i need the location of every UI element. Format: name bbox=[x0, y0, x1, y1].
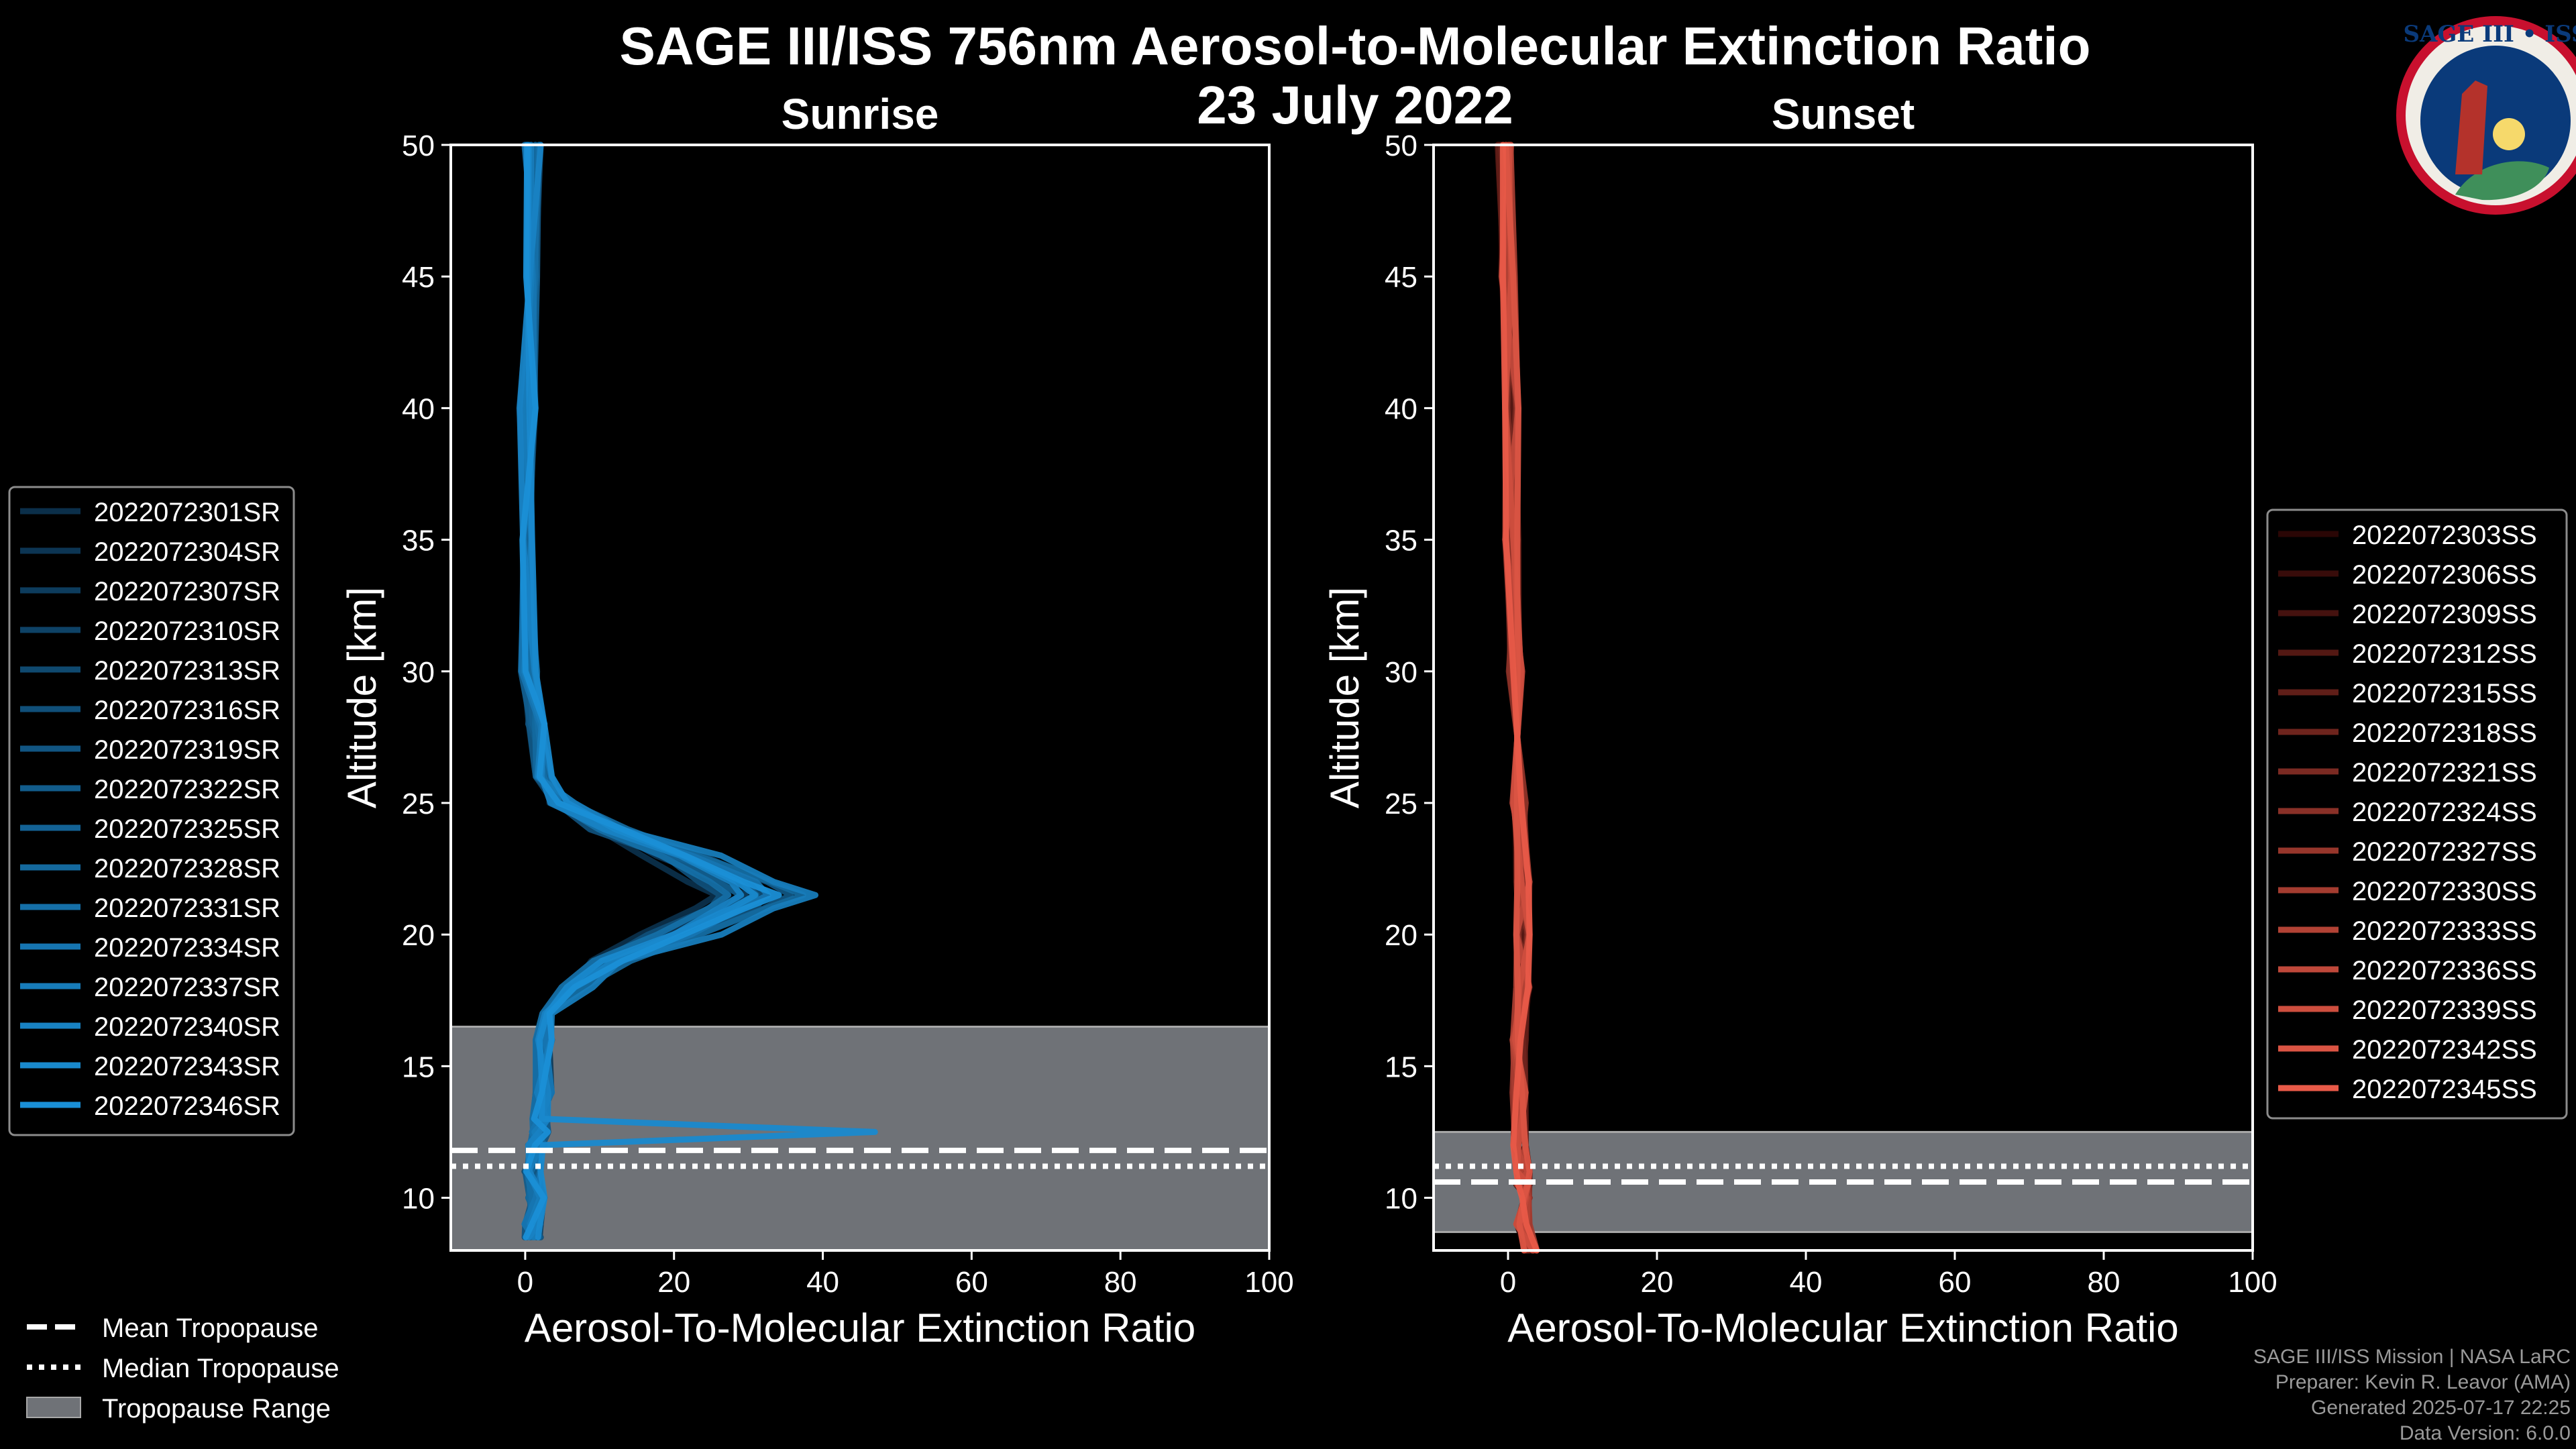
sunrise-ytick-label: 40 bbox=[402, 392, 435, 425]
sunset-xtick-label: 40 bbox=[1790, 1266, 1823, 1299]
sunrise-xtick-label: 100 bbox=[1244, 1266, 1293, 1299]
sunrise-legend-label: 2022072328SR bbox=[94, 854, 280, 883]
sunrise-legend: 2022072301SR 2022072304SR 2022072307SR 2022… bbox=[8, 486, 295, 1136]
sunrise-legend-label: 2022072331SR bbox=[94, 894, 280, 923]
sunset-legend-label: 2022072339SS bbox=[2352, 996, 2537, 1025]
sunset-legend-label: 2022072309SS bbox=[2352, 600, 2537, 629]
sunrise-ytick-label: 30 bbox=[402, 656, 435, 689]
sunrise-xtick-label: 0 bbox=[517, 1266, 533, 1299]
sunrise-xtick-label: 60 bbox=[955, 1266, 988, 1299]
main-title: SAGE III/ISS 756nm Aerosol-to-Molecular … bbox=[620, 16, 2091, 76]
logo-earth bbox=[2455, 161, 2549, 201]
sunrise-legend-label: 2022072346SR bbox=[94, 1091, 280, 1121]
sunset-ytick-label: 45 bbox=[1385, 261, 1417, 294]
sunset-frame bbox=[1432, 144, 2254, 1252]
sunrise-legend-box bbox=[8, 486, 295, 1136]
sunset-xtick-label: 0 bbox=[1500, 1266, 1516, 1299]
logo-figure bbox=[2455, 80, 2487, 174]
sunrise-legend-label: 2022072310SR bbox=[94, 616, 280, 646]
sunrise-series-2022072346SR bbox=[519, 142, 782, 1240]
sunrise-title: Sunrise bbox=[782, 90, 939, 138]
sunset-panel: Sunset 10 15 20 25 30 35 40 45 50 0 20 40 60 80 100 Aero… bbox=[1322, 90, 2568, 1350]
legend-range-label: Tropopause Range bbox=[102, 1394, 331, 1424]
sunset-plot-area bbox=[1434, 145, 2253, 1250]
sunset-ytick-label: 10 bbox=[1385, 1183, 1417, 1216]
sunrise-xtick-label: 80 bbox=[1104, 1266, 1137, 1299]
logo-sun bbox=[2493, 118, 2525, 150]
sunrise-legend-label: 2022072316SR bbox=[94, 696, 280, 725]
sunrise-legend-label: 2022072343SR bbox=[94, 1052, 280, 1081]
sunset-legend-label: 2022072330SS bbox=[2352, 877, 2537, 906]
sunrise-xtick-label: 20 bbox=[657, 1266, 690, 1299]
sunset-legend-label: 2022072312SS bbox=[2352, 639, 2537, 669]
tropopause-legend: Mean Tropopause Median Tropopause Tropopau… bbox=[26, 1313, 339, 1424]
sunset-ylabel: Altitude [km] bbox=[1322, 587, 1367, 808]
sunrise-legend-label: 2022072322SR bbox=[94, 775, 280, 804]
sunset-legend-label: 2022072324SS bbox=[2352, 798, 2537, 827]
sunrise-ylabel: Altitude [km] bbox=[339, 587, 384, 808]
sunset-series-2022072342SS bbox=[1503, 142, 1533, 1254]
sunset-legend-label: 2022072318SS bbox=[2352, 718, 2537, 748]
sunset-ytick-label: 40 bbox=[1385, 392, 1417, 425]
legend-range-swatch bbox=[26, 1397, 81, 1418]
sunset-ytick-label: 20 bbox=[1385, 919, 1417, 952]
sunrise-tropopause-range bbox=[449, 1025, 1271, 1252]
sunrise-xlabel: Aerosol-To-Molecular Extinction Ratio bbox=[525, 1305, 1195, 1350]
sunrise-series-2022072343SR bbox=[525, 142, 878, 1240]
sunset-legend-label: 2022072327SS bbox=[2352, 837, 2537, 867]
sunrise-legend-label: 2022072337SR bbox=[94, 973, 280, 1002]
sunrise-xtick-label: 40 bbox=[806, 1266, 839, 1299]
legend-median-label: Median Tropopause bbox=[102, 1354, 339, 1383]
sunset-legend-label: 2022072342SS bbox=[2352, 1035, 2537, 1065]
sunset-xtick-label: 20 bbox=[1641, 1266, 1674, 1299]
sunset-legend-label: 2022072321SS bbox=[2352, 758, 2537, 788]
sunset-xtick-label: 100 bbox=[2228, 1266, 2277, 1299]
sunset-ytick-label: 25 bbox=[1385, 788, 1417, 820]
sunrise-ytick-label: 45 bbox=[402, 261, 435, 294]
sunrise-legend-label: 2022072340SR bbox=[94, 1012, 280, 1042]
sunset-legend-label: 2022072303SS bbox=[2352, 521, 2537, 550]
sunrise-legend-label: 2022072313SR bbox=[94, 656, 280, 686]
sunset-xlabel: Aerosol-To-Molecular Extinction Ratio bbox=[1507, 1305, 2178, 1350]
sunset-xtick-label: 60 bbox=[1939, 1266, 1972, 1299]
credit-mission: SAGE III/ISS Mission | NASA LaRC bbox=[2253, 1346, 2571, 1368]
sunrise-legend-label: 2022072334SR bbox=[94, 933, 280, 963]
sunrise-legend-label: 2022072307SR bbox=[94, 577, 280, 606]
sunrise-ytick-label: 50 bbox=[402, 129, 435, 162]
sunrise-ytick-label: 25 bbox=[402, 788, 435, 820]
sunset-legend-label: 2022072336SS bbox=[2352, 956, 2537, 985]
sunrise-ytick-label: 35 bbox=[402, 525, 435, 557]
sunset-ytick-label: 15 bbox=[1385, 1051, 1417, 1083]
sunrise-panel: Sunrise 10 15 20 25 30 35 40 45 50 0 20 40 60 80 100 Aer… bbox=[8, 90, 1294, 1350]
sunset-legend-label: 2022072345SS bbox=[2352, 1075, 2537, 1104]
sunset-legend: 2022072303SS 2022072306SS 2022072309SS 2022… bbox=[2266, 508, 2568, 1120]
credit-version: Data Version: 6.0.0 bbox=[2399, 1422, 2571, 1444]
logo-text: SAGE III • ISS bbox=[2403, 21, 2576, 48]
credit-generated: Generated 2025-07-17 22:25 bbox=[2311, 1397, 2571, 1419]
sunset-ytick-label: 30 bbox=[1385, 656, 1417, 689]
credit-preparer: Preparer: Kevin R. Leavor (AMA) bbox=[2275, 1371, 2571, 1393]
mission-logo: SAGE III • ISS bbox=[2396, 16, 2576, 215]
sunrise-legend-label: 2022072304SR bbox=[94, 537, 280, 567]
legend-mean-label: Mean Tropopause bbox=[102, 1313, 318, 1343]
date-title: 23 July 2022 bbox=[1197, 75, 1513, 135]
sunset-series-2022072345SS bbox=[1499, 142, 1540, 1254]
sunset-legend-label: 2022072315SS bbox=[2352, 679, 2537, 708]
sunrise-legend-label: 2022072301SR bbox=[94, 498, 280, 527]
sunset-xtick-label: 80 bbox=[2088, 1266, 2121, 1299]
sunrise-frame bbox=[449, 144, 1271, 1252]
sunrise-legend-label: 2022072325SR bbox=[94, 814, 280, 844]
sunset-legend-label: 2022072306SS bbox=[2352, 560, 2537, 590]
sunrise-ytick-label: 10 bbox=[402, 1183, 435, 1216]
sunset-ytick-label: 50 bbox=[1385, 129, 1417, 162]
sunset-legend-label: 2022072333SS bbox=[2352, 916, 2537, 946]
sunrise-ytick-label: 20 bbox=[402, 919, 435, 952]
sunset-legend-box bbox=[2266, 508, 2568, 1120]
sunrise-ytick-label: 15 bbox=[402, 1051, 435, 1083]
sunset-title: Sunset bbox=[1772, 90, 1915, 138]
sunrise-legend-label: 2022072319SR bbox=[94, 735, 280, 765]
sunset-ytick-label: 35 bbox=[1385, 525, 1417, 557]
